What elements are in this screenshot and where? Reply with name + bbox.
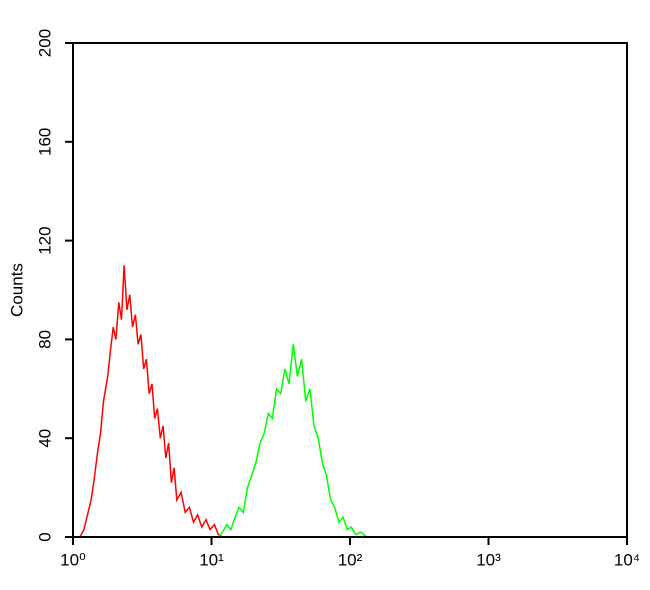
y-tick-label: 200 bbox=[35, 29, 54, 57]
x-tick-label: 10² bbox=[338, 550, 363, 569]
x-tick-label: 10⁴ bbox=[614, 550, 640, 569]
plot-frame bbox=[72, 42, 628, 538]
y-tick-label: 40 bbox=[35, 429, 54, 448]
y-tick-label: 120 bbox=[35, 226, 54, 254]
y-tick-label: 0 bbox=[35, 532, 54, 541]
x-tick-label: 10³ bbox=[476, 550, 501, 569]
y-axis-label: Counts bbox=[7, 263, 26, 317]
histogram-line bbox=[217, 344, 368, 538]
y-tick-label: 160 bbox=[35, 128, 54, 156]
x-tick-label: 10⁰ bbox=[60, 550, 86, 569]
x-tick-label: 10¹ bbox=[199, 550, 224, 569]
histogram-line bbox=[79, 265, 223, 538]
y-tick-label: 80 bbox=[35, 330, 54, 349]
